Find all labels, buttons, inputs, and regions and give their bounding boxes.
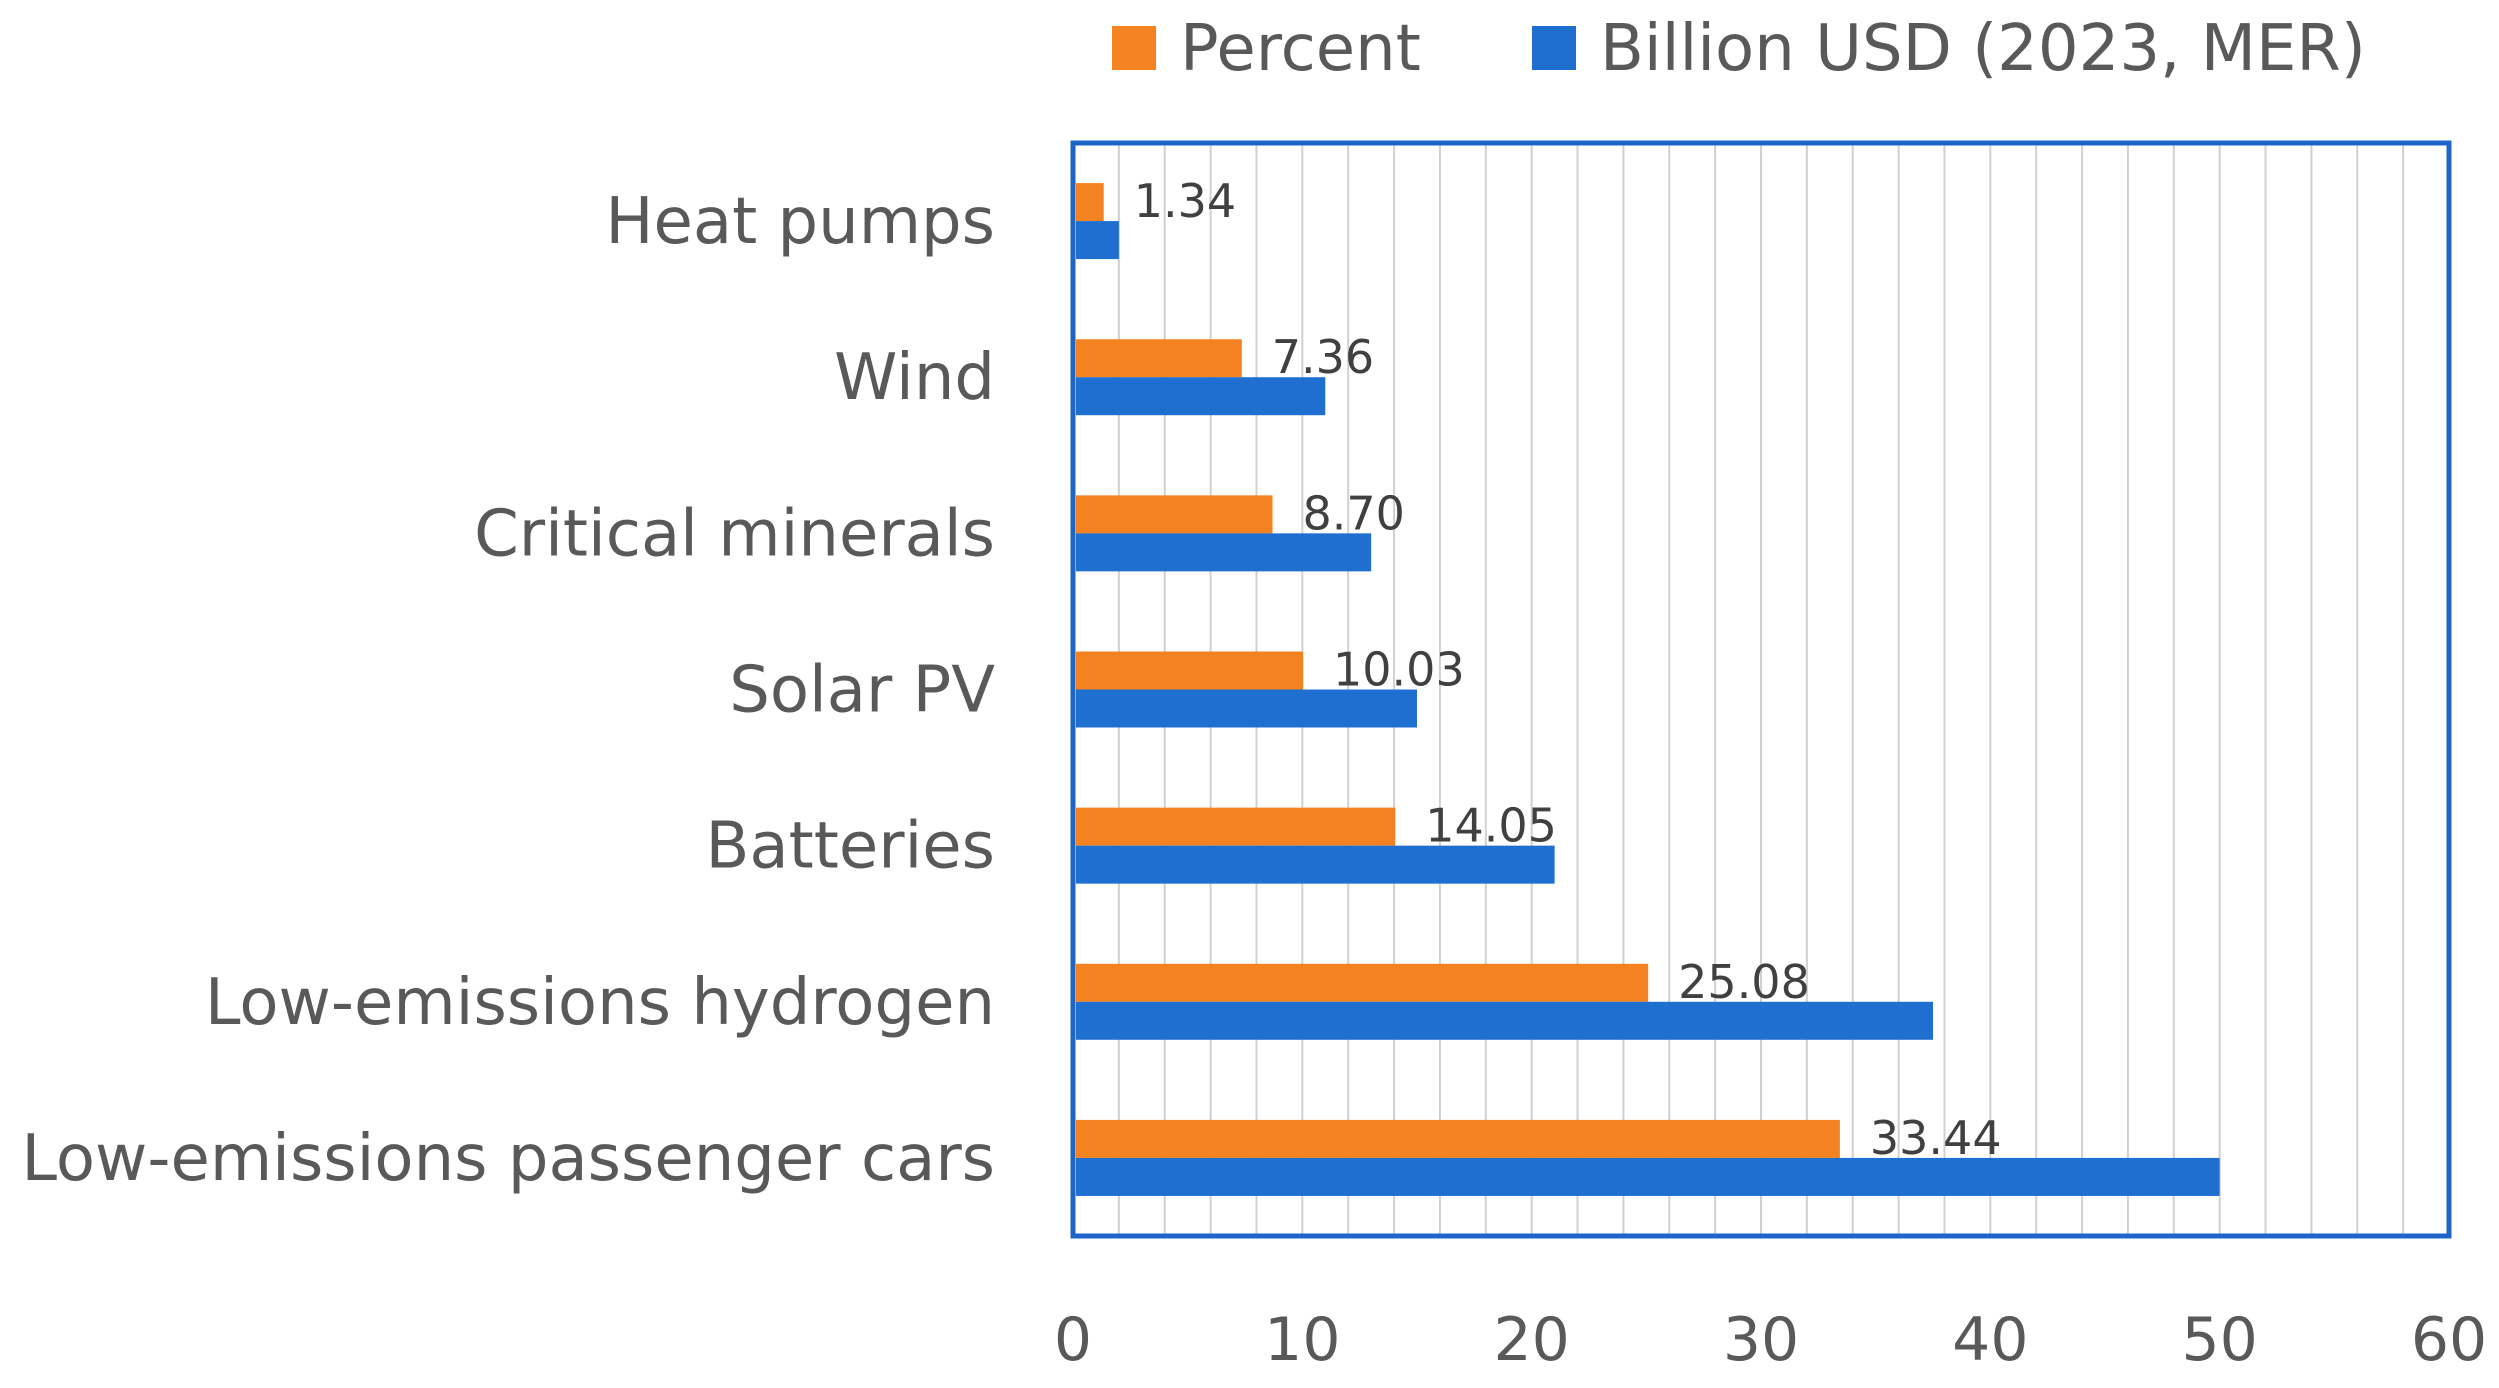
bar-billion-usd <box>1076 377 1326 416</box>
bars <box>1076 183 2220 1196</box>
x-tick-label: 0 <box>1054 1305 1092 1375</box>
bar-billion-usd <box>1076 533 1372 572</box>
legend-swatch <box>1532 26 1576 70</box>
category-label: Low-emissions hydrogen <box>205 966 995 1040</box>
bar-billion-usd <box>1076 845 1555 884</box>
category-label: Low-emissions passenger cars <box>21 1122 995 1196</box>
bar-billion-usd <box>1076 1001 1933 1040</box>
bar-billion-usd <box>1076 689 1417 728</box>
bar-percent <box>1076 651 1304 690</box>
x-tick-label: 40 <box>1952 1305 2028 1375</box>
legend-label: Percent <box>1180 12 1421 86</box>
plot-area-frame <box>1070 140 2452 1239</box>
bar-percent <box>1076 963 1649 1002</box>
data-label-percent: 1.34 <box>1134 174 1236 228</box>
category-label: Critical minerals <box>474 497 995 571</box>
x-tick-label: 60 <box>2411 1305 2487 1375</box>
category-label: Heat pumps <box>605 185 995 259</box>
legend: Percent Billion USD (2023, MER) <box>1112 12 2366 86</box>
category-label: Batteries <box>706 810 996 884</box>
data-label-percent: 7.36 <box>1272 330 1374 384</box>
bar-percent <box>1076 807 1396 846</box>
gridlines <box>1117 143 2405 1236</box>
data-label-percent: 14.05 <box>1425 799 1557 853</box>
data-label-percent: 25.08 <box>1678 955 1810 1009</box>
bar-billion-usd <box>1076 221 1119 260</box>
category-label: Solar PV <box>729 654 995 728</box>
bar-percent <box>1076 339 1242 378</box>
bar-percent <box>1076 183 1104 222</box>
category-label: Wind <box>834 341 995 415</box>
x-tick-label: 50 <box>2181 1305 2257 1375</box>
data-labels: 1.34 7.36 8.70 10.03 14.05 25.08 33.44 <box>1134 174 2002 1165</box>
legend-swatch <box>1112 26 1156 70</box>
data-label-percent: 10.03 <box>1333 643 1465 697</box>
x-axis-tick-labels: 0 10 20 30 40 50 60 <box>1054 1305 2487 1375</box>
bar-billion-usd <box>1076 1157 2220 1196</box>
legend-label: Billion USD (2023, MER) <box>1600 12 2366 86</box>
category-labels: Heat pumps Wind Critical minerals Solar PV B… <box>21 185 995 1196</box>
x-tick-label: 30 <box>1723 1305 1799 1375</box>
bar-percent <box>1076 1119 1840 1158</box>
bar-percent <box>1076 495 1273 534</box>
x-tick-label: 20 <box>1493 1305 1569 1375</box>
data-label-percent: 8.70 <box>1303 486 1405 540</box>
x-tick-label: 10 <box>1264 1305 1340 1375</box>
data-label-percent: 33.44 <box>1870 1111 2002 1165</box>
